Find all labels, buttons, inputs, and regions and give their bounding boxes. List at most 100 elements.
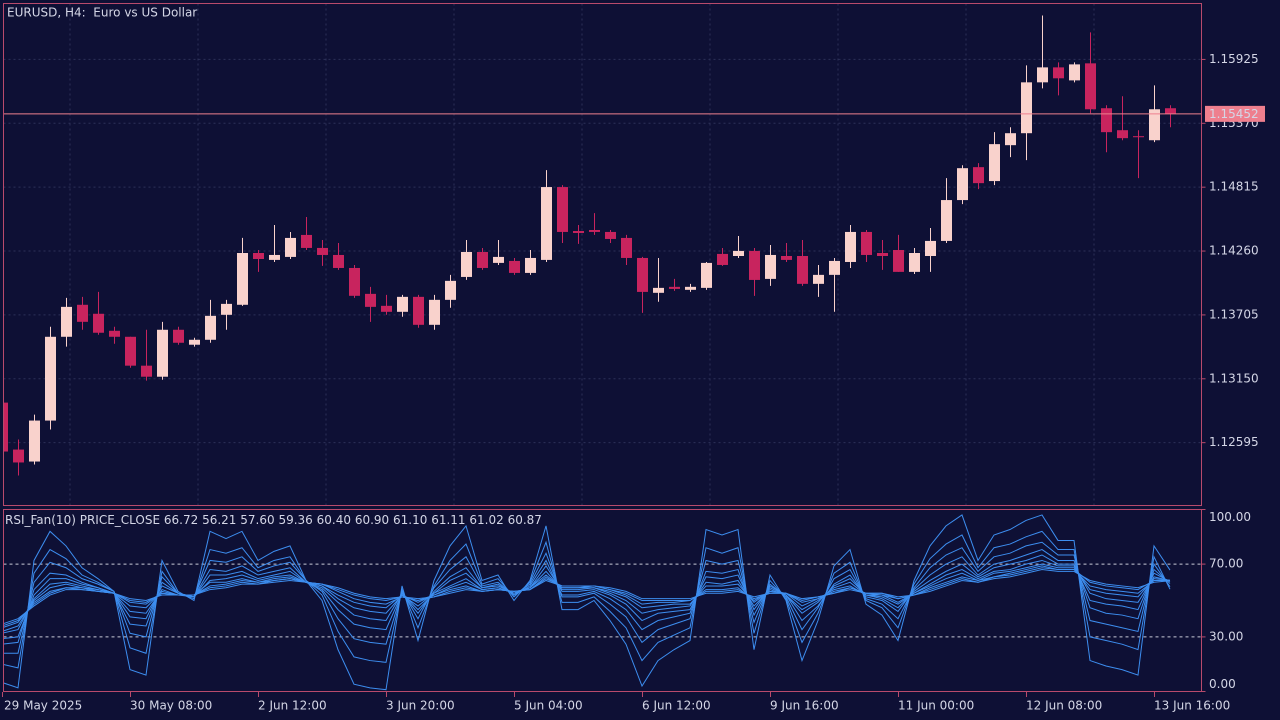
candle-body	[877, 253, 888, 256]
candle-body	[237, 253, 248, 305]
sub-grid	[3, 563, 1202, 638]
candle-body	[29, 420, 40, 462]
candle-body	[1165, 108, 1176, 114]
candle-body	[493, 256, 504, 263]
header-part: RSI_Fan(10) PRICE_CLOSE	[5, 513, 160, 527]
candles	[3, 15, 1176, 476]
candle-body	[813, 274, 824, 284]
candle-body	[573, 231, 584, 233]
candle-body	[1037, 67, 1048, 83]
candle-body	[349, 267, 360, 296]
candle-body	[653, 287, 664, 293]
header-part: 61.10	[393, 513, 427, 527]
candle-body	[477, 251, 488, 268]
candle-body	[589, 229, 600, 232]
candle-body	[45, 336, 56, 421]
x-tick-label: 5 Jun 04:00	[514, 699, 583, 713]
overlay: 1.159251.153701.148151.142601.137051.131…	[2, 52, 1265, 713]
candle-body	[989, 144, 1000, 182]
candle-body	[973, 167, 984, 184]
candle-body	[541, 187, 552, 260]
candle-body	[301, 234, 312, 248]
x-tick-label: 3 Jun 20:00	[386, 699, 455, 713]
candle-body	[1101, 108, 1112, 133]
candle-body	[253, 253, 264, 259]
header-part: 60.90	[355, 513, 389, 527]
y-tick-label: 100.00	[1209, 510, 1251, 524]
candle-body	[221, 303, 232, 315]
candle-body	[93, 313, 104, 333]
candle-body	[797, 255, 808, 284]
candle-body	[381, 305, 392, 312]
candle-body	[157, 329, 168, 377]
indicator-header: RSI_Fan(10) PRICE_CLOSE 66.72 56.21 57.6…	[5, 513, 542, 527]
candle-body	[445, 280, 456, 300]
candle-body	[701, 262, 712, 288]
x-tick-label: 9 Jun 16:00	[770, 699, 839, 713]
candle-body	[1005, 133, 1016, 146]
candle-body	[125, 336, 136, 366]
rsi-line	[3, 563, 1171, 632]
rsi-line	[3, 569, 1171, 625]
candle-body	[77, 304, 88, 322]
header-part: 60.40	[317, 513, 351, 527]
y-tick-label: 1.14260	[1209, 244, 1259, 258]
header-part: 57.60	[240, 513, 274, 527]
candle-body	[557, 187, 568, 232]
candle-body	[413, 296, 424, 325]
y-tick-label: 0.00	[1209, 677, 1236, 691]
x-tick-label: 11 Jun 00:00	[898, 699, 974, 713]
header-part: 61.11	[431, 513, 465, 527]
x-tick-label: 6 Jun 12:00	[642, 699, 711, 713]
x-tick-label: 30 May 08:00	[130, 699, 212, 713]
y-tick-label: 1.12595	[1209, 435, 1259, 449]
main-frame	[3, 3, 1202, 506]
candle-body	[861, 231, 872, 255]
candle-body	[333, 254, 344, 268]
candle-body	[845, 231, 856, 262]
candle-body	[1069, 64, 1080, 81]
candle-body	[637, 257, 648, 292]
candle-body	[781, 255, 792, 260]
x-tick-label: 2 Jun 12:00	[258, 699, 327, 713]
candle-body	[509, 260, 520, 273]
header-part: 56.21	[202, 513, 236, 527]
x-tick-label: 29 May 2025	[4, 699, 82, 713]
candle-body	[141, 365, 152, 377]
candle-body	[1149, 109, 1160, 141]
candle-body	[3, 402, 8, 452]
y-tick-label: 1.13150	[1209, 371, 1259, 385]
candle-body	[397, 296, 408, 312]
header-part: 59.36	[278, 513, 312, 527]
candle-body	[1117, 130, 1128, 139]
header-part: 61.02	[469, 513, 503, 527]
last-price-label: 1.15452	[1209, 107, 1259, 121]
candle-body	[1133, 136, 1144, 138]
last-price-box	[1205, 105, 1265, 122]
x-tick-label: 12 Jun 08:00	[1026, 699, 1102, 713]
candle-body	[173, 329, 184, 343]
candle-body	[429, 299, 440, 325]
candle-body	[717, 253, 728, 265]
sub-frame	[3, 509, 1202, 692]
y-tick-label: 1.14815	[1209, 180, 1259, 194]
candle-body	[1053, 67, 1064, 79]
header-part: 66.72	[164, 513, 198, 527]
candle-body	[1085, 63, 1096, 110]
candle-body	[189, 339, 200, 345]
candle-body	[957, 168, 968, 201]
candle-body	[605, 231, 616, 239]
y-tick-label: 1.15925	[1209, 52, 1259, 66]
candle-body	[749, 250, 760, 280]
candle-body	[621, 237, 632, 258]
x-tick-label: 13 Jun 16:00	[1154, 699, 1230, 713]
candle-body	[669, 286, 680, 289]
chart-title: EURUSD, H4: Euro vs US Dollar	[7, 6, 197, 20]
y-tick-label: 30.00	[1209, 629, 1243, 643]
candle-body	[525, 257, 536, 273]
y-tick-label: 1.13705	[1209, 307, 1259, 321]
candle-body	[61, 306, 72, 337]
candle-body	[925, 240, 936, 256]
header-part: 60.87	[508, 513, 542, 527]
